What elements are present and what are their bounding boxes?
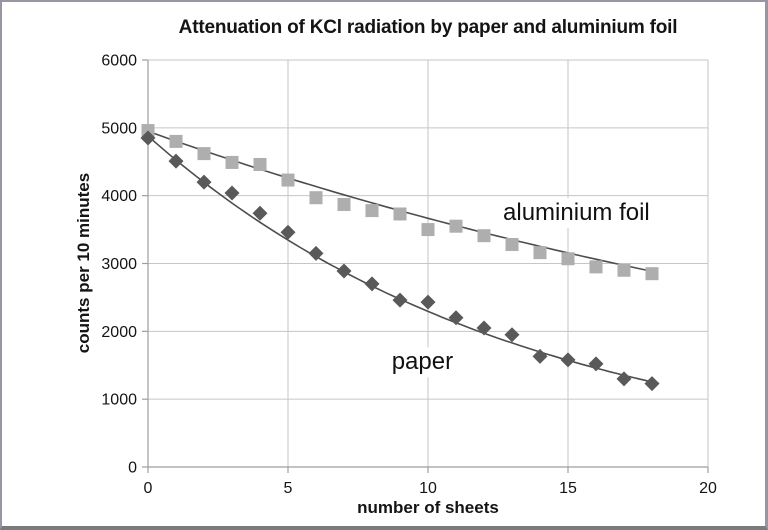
y-tick-label: 3000 bbox=[101, 256, 137, 273]
marker-square-aluminium bbox=[197, 147, 211, 161]
marker-diamond-paper bbox=[140, 130, 156, 146]
marker-square-aluminium bbox=[561, 252, 575, 266]
marker-diamond-paper bbox=[224, 185, 240, 201]
marker-diamond-paper bbox=[336, 263, 352, 279]
x-axis-title: number of sheets bbox=[357, 498, 499, 517]
marker-diamond-paper bbox=[504, 327, 520, 343]
y-tick-label: 0 bbox=[128, 460, 137, 477]
marker-square-aluminium bbox=[533, 246, 547, 260]
marker-square-aluminium bbox=[617, 263, 631, 277]
marker-diamond-paper bbox=[308, 245, 324, 261]
x-tick-label: 20 bbox=[699, 480, 717, 497]
marker-diamond-paper bbox=[252, 205, 268, 221]
trendline-paper bbox=[147, 135, 660, 385]
marker-square-aluminium bbox=[253, 157, 267, 171]
marker-square-aluminium bbox=[225, 155, 239, 169]
marker-square-aluminium bbox=[449, 219, 463, 233]
x-tick-label: 0 bbox=[144, 480, 153, 497]
marker-diamond-paper bbox=[448, 310, 464, 326]
marker-diamond-paper bbox=[476, 320, 492, 336]
marker-square-aluminium bbox=[169, 134, 183, 148]
y-tick-label: 2000 bbox=[101, 324, 137, 341]
marker-diamond-paper bbox=[616, 371, 632, 387]
chart-title: Attenuation of KCl radiation by paper an… bbox=[178, 17, 678, 38]
y-tick-label: 5000 bbox=[101, 120, 137, 137]
x-tick-label: 15 bbox=[559, 480, 577, 497]
x-tick-label: 10 bbox=[419, 480, 437, 497]
marker-square-aluminium bbox=[421, 223, 435, 237]
marker-diamond-paper bbox=[168, 153, 184, 169]
marker-square-aluminium bbox=[393, 207, 407, 221]
marker-square-aluminium bbox=[309, 191, 323, 205]
marker-square-aluminium bbox=[477, 229, 491, 243]
marker-square-aluminium bbox=[365, 204, 379, 218]
marker-diamond-paper bbox=[588, 356, 604, 372]
marker-diamond-paper bbox=[644, 376, 660, 392]
marker-diamond-paper bbox=[560, 352, 576, 368]
y-tick-label: 4000 bbox=[101, 188, 137, 205]
marker-square-aluminium bbox=[281, 173, 295, 187]
marker-diamond-paper bbox=[364, 276, 380, 292]
marker-square-aluminium bbox=[645, 267, 659, 281]
marker-square-aluminium bbox=[589, 260, 603, 274]
x-tick-label: 5 bbox=[284, 480, 293, 497]
marker-diamond-paper bbox=[196, 174, 212, 190]
y-tick-label: 6000 bbox=[101, 53, 137, 70]
y-axis-title: counts per 10 minutes bbox=[74, 172, 93, 354]
marker-diamond-paper bbox=[532, 348, 548, 364]
series-label-aluminium-foil: aluminium foil bbox=[497, 198, 656, 228]
marker-diamond-paper bbox=[280, 224, 296, 240]
marker-diamond-paper bbox=[420, 294, 436, 310]
marker-square-aluminium bbox=[505, 238, 519, 252]
marker-diamond-paper bbox=[392, 292, 408, 308]
series-label-paper: paper bbox=[385, 347, 460, 377]
marker-square-aluminium bbox=[337, 197, 351, 211]
y-tick-label: 1000 bbox=[101, 392, 137, 409]
